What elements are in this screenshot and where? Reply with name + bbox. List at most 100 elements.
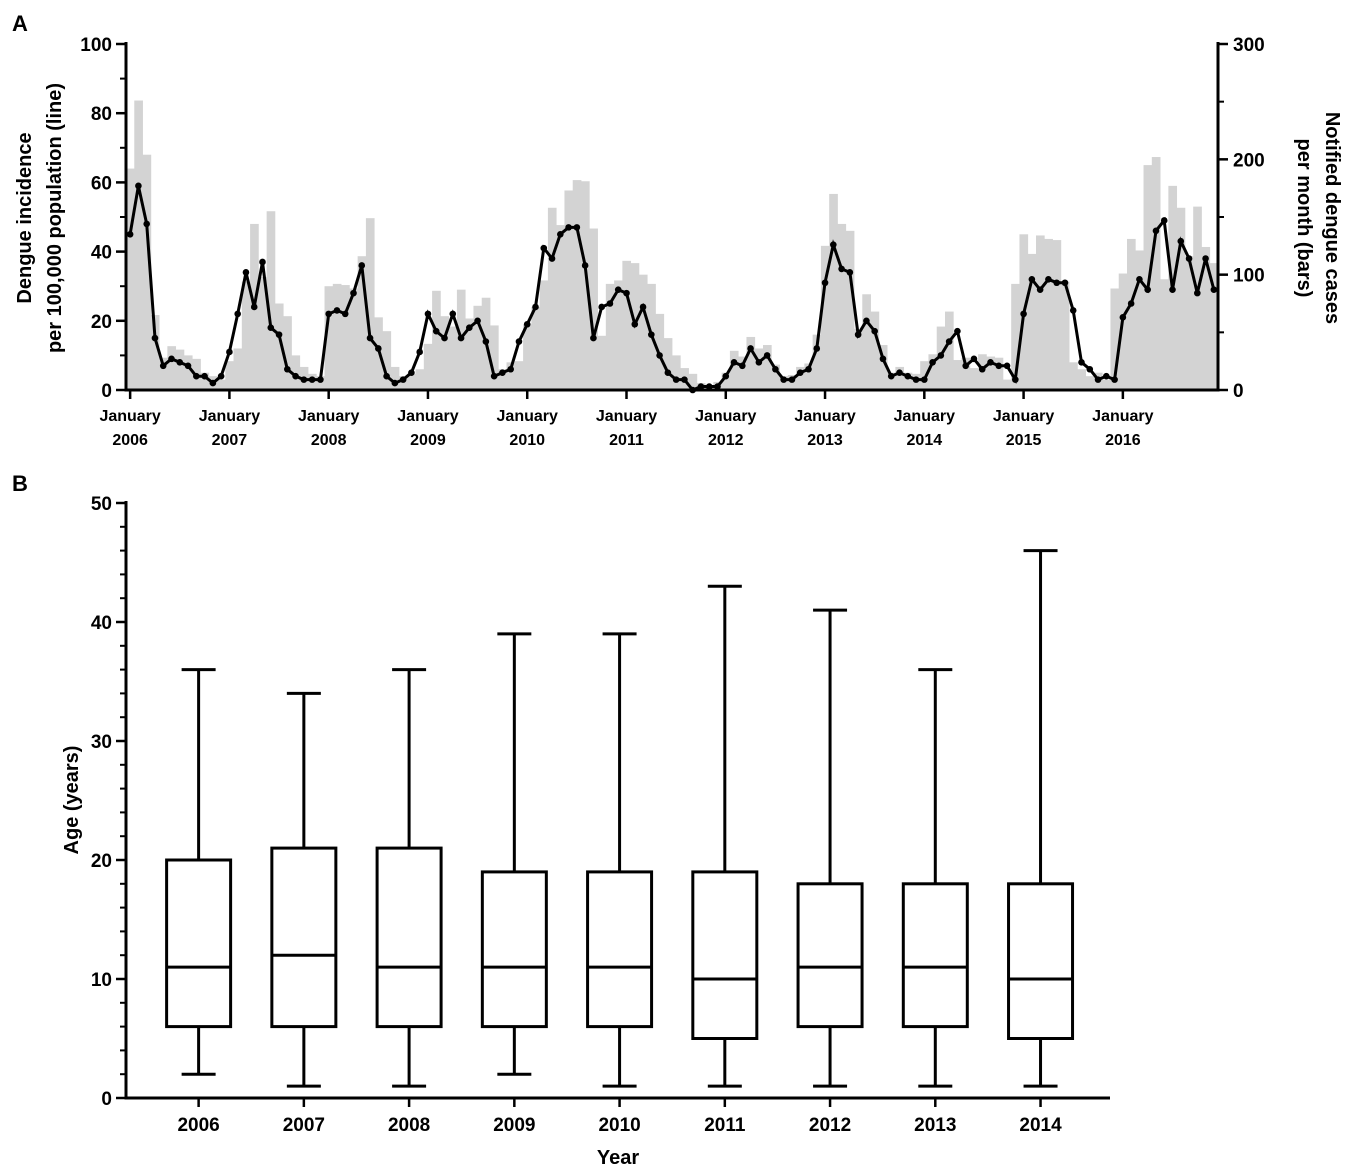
bar-month-57: [597, 335, 607, 390]
bar-month-128: [1184, 256, 1194, 390]
ytick-left-label-1: 20: [91, 312, 112, 333]
incidence-point-109: [1028, 275, 1036, 283]
incidence-point-80: [788, 376, 796, 383]
bar-month-58: [605, 283, 615, 390]
ytick-left-label-5: 100: [80, 35, 112, 56]
incidence-point-124: [1152, 227, 1160, 235]
xtick-label-year-0: 2006: [112, 432, 148, 449]
incidence-point-49: [532, 303, 539, 311]
incidence-point-121: [1127, 300, 1135, 307]
incidence-point-18: [275, 331, 283, 338]
incidence-point-26: [341, 310, 349, 318]
xtick-label-month-3: January: [397, 408, 458, 425]
incidence-point-39: [449, 310, 457, 318]
xtick-label-2008: 2008: [388, 1115, 430, 1136]
ytick-left-label-3: 60: [91, 173, 112, 194]
bar-month-125: [1160, 279, 1169, 390]
incidence-point-73: [730, 359, 738, 366]
bar-month-24: [324, 286, 334, 390]
xtick-label-month-0: January: [99, 408, 160, 425]
incidence-point-44: [490, 372, 498, 380]
bar-month-34: [407, 373, 416, 390]
incidence-point-93: [896, 369, 903, 377]
incidence-point-74: [739, 362, 746, 370]
bar-month-113: [1060, 281, 1070, 390]
incidence-point-114: [1069, 307, 1077, 314]
bar-month-118: [1102, 379, 1111, 390]
incidence-point-51: [548, 255, 556, 262]
incidence-point-84: [821, 279, 829, 287]
bar-month-97: [928, 354, 938, 390]
bar-month-54: [572, 180, 582, 390]
incidence-point-20: [292, 372, 299, 380]
bar-month-120: [1118, 273, 1128, 390]
box-2009: [480, 632, 548, 1076]
incidence-point-6: [176, 359, 184, 366]
bar-month-28: [357, 256, 367, 390]
bar-month-105: [994, 357, 1004, 390]
bar-month-131: [1209, 263, 1219, 390]
bar-month-76: [754, 348, 764, 390]
incidence-point-33: [399, 376, 407, 383]
incidence-point-130: [1202, 255, 1209, 262]
bar-month-41: [465, 318, 474, 390]
bar-month-99: [945, 311, 954, 390]
bar-month-119: [1110, 288, 1120, 390]
incidence-point-104: [987, 359, 994, 366]
bar-month-18: [274, 303, 284, 390]
iqr-box: [375, 846, 443, 1029]
bar-month-130: [1201, 246, 1211, 390]
xtick-label-month-6: January: [695, 408, 756, 425]
box-2006: [165, 668, 233, 1076]
incidence-point-45: [499, 369, 506, 377]
bar-month-94: [903, 372, 913, 390]
bar-month-74: [738, 356, 747, 390]
incidence-point-112: [1053, 279, 1060, 287]
bar-month-25: [332, 283, 342, 390]
bar-month-72: [721, 372, 731, 390]
incidence-point-69: [697, 383, 705, 390]
box-2013: [901, 668, 969, 1088]
incidence-point-94: [904, 372, 912, 380]
incidence-point-75: [747, 345, 754, 352]
xtick-label-2012: 2012: [809, 1115, 851, 1136]
incidence-point-29: [366, 334, 374, 342]
incidence-point-97: [929, 359, 936, 366]
bar-month-26: [341, 285, 350, 390]
incidence-point-76: [755, 359, 763, 366]
bar-month-35: [415, 369, 425, 390]
incidence-point-123: [1144, 286, 1151, 293]
bar-month-84: [820, 245, 830, 390]
incidence-point-63: [648, 331, 655, 338]
bar-month-82: [804, 363, 814, 390]
incidence-point-60: [623, 289, 630, 297]
incidence-point-48: [523, 320, 531, 328]
incidence-point-90: [871, 327, 878, 335]
incidence-point-64: [656, 352, 663, 359]
incidence-point-88: [854, 331, 862, 338]
incidence-point-10: [209, 379, 217, 387]
ytick-label-1: 10: [91, 970, 112, 991]
incidence-point-85: [830, 241, 837, 248]
ytick-right-label-0: 0: [1233, 381, 1244, 402]
incidence-point-34: [408, 369, 415, 377]
panel-b-xlabel: Year: [597, 1147, 639, 1169]
bar-month-106: [1002, 379, 1012, 390]
incidence-point-78: [772, 365, 779, 373]
ytick-right-label-2: 200: [1233, 150, 1265, 171]
box-2010: [586, 632, 654, 1088]
incidence-point-102: [970, 355, 978, 363]
xtick-label-year-1: 2007: [212, 432, 248, 449]
incidence-point-116: [1086, 365, 1094, 373]
incidence-point-66: [672, 376, 680, 383]
incidence-point-9: [201, 372, 208, 380]
incidence-point-32: [391, 379, 399, 387]
incidence-point-37: [432, 327, 440, 335]
bar-month-38: [440, 316, 450, 390]
incidence-point-5: [168, 355, 175, 363]
bar-month-65: [663, 338, 673, 390]
incidence-point-89: [863, 317, 870, 325]
bar-month-92: [887, 372, 896, 390]
iqr-box: [270, 846, 338, 1029]
incidence-point-56: [590, 334, 597, 342]
